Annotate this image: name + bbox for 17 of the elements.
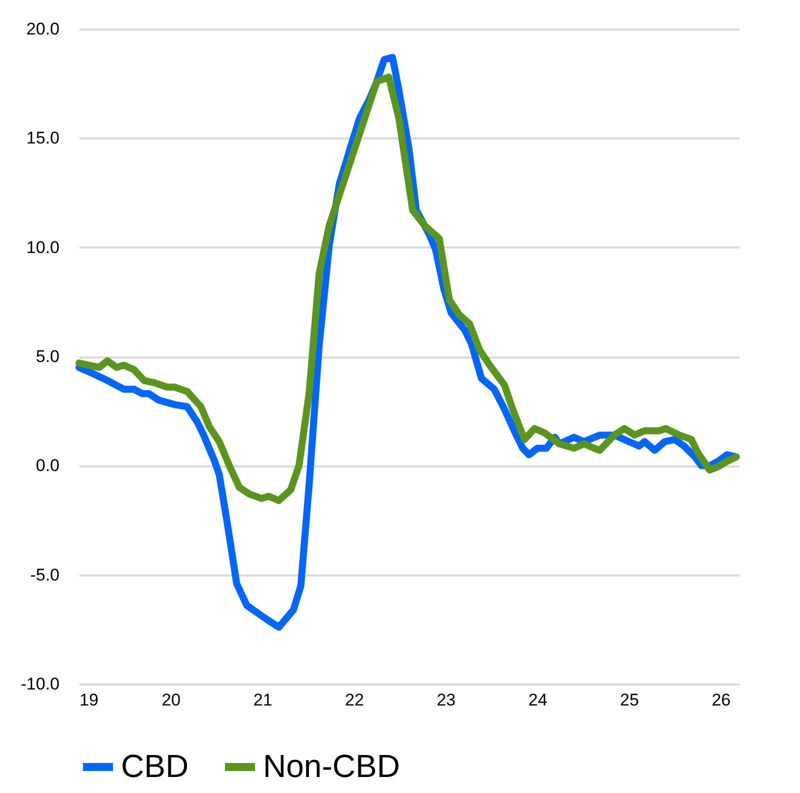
x-tick-label: 24 [528, 690, 548, 710]
y-tick-label: 15.0 [26, 128, 60, 148]
y-tick-label: 20.0 [26, 20, 60, 38]
x-tick-label: 25 [620, 690, 639, 710]
y-tick-label: 10.0 [26, 238, 60, 257]
y-tick-label: 0.0 [36, 456, 60, 476]
x-tick-label: 26 [712, 690, 731, 710]
y-tick-label: -5.0 [30, 565, 60, 584]
x-tick-label: 21 [253, 690, 272, 710]
legend-label: CBD [121, 748, 189, 784]
x-tick-label: 20 [162, 690, 181, 710]
y-tick-label: -10.0 [20, 674, 60, 694]
legend-label: Non-CBD [263, 748, 400, 784]
x-tick-label: 22 [345, 690, 364, 710]
x-tick-label: 23 [436, 690, 456, 710]
y-tick-label: 5.0 [36, 347, 60, 366]
x-tick-label: 19 [80, 690, 98, 710]
